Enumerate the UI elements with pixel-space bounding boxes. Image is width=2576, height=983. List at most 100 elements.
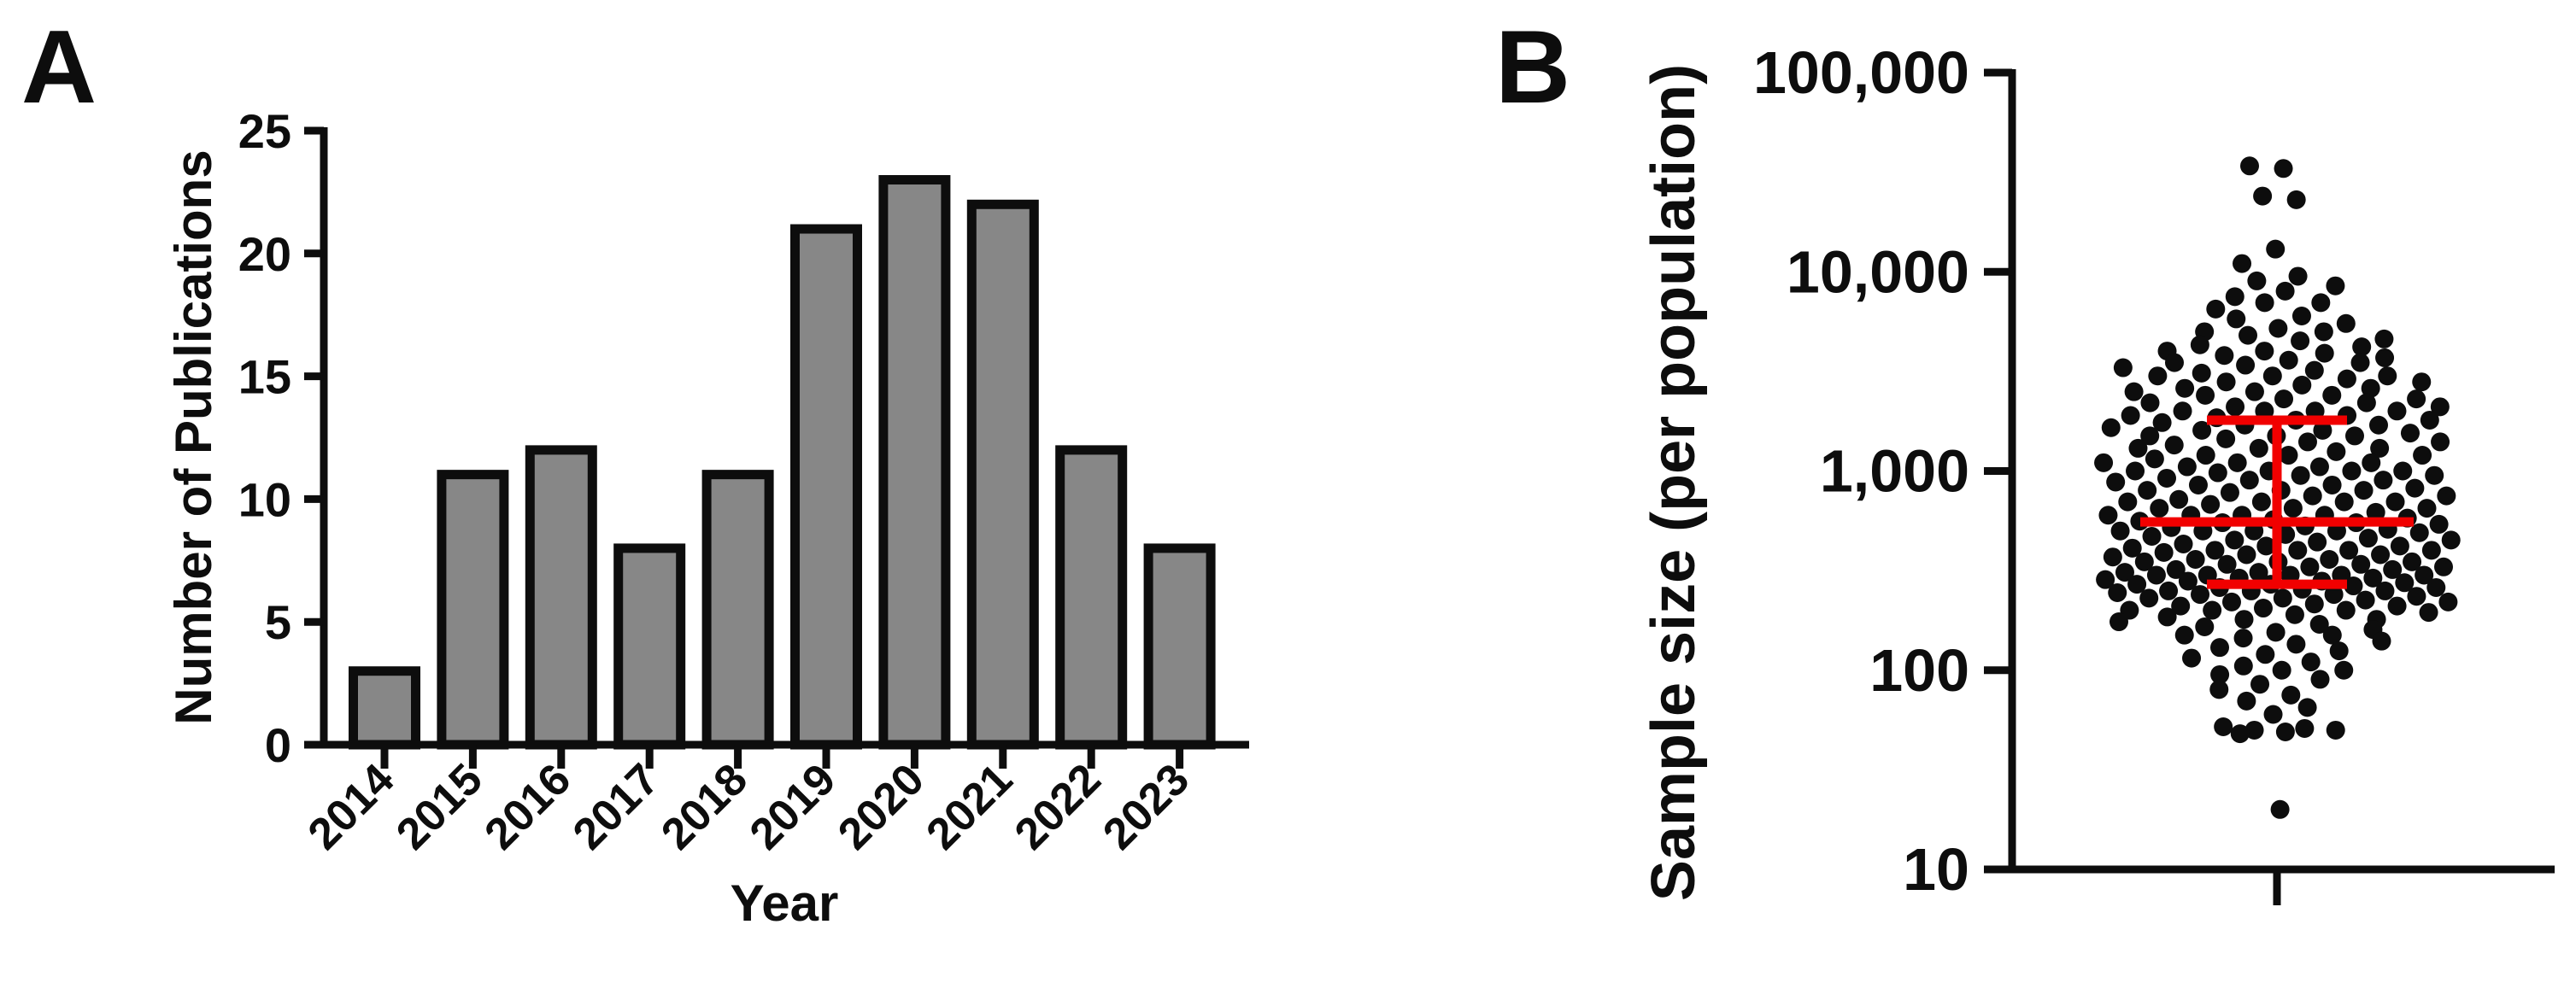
data-dot xyxy=(2301,652,2321,672)
data-dot xyxy=(2350,353,2370,372)
data-dot xyxy=(2110,521,2130,541)
data-dot xyxy=(2286,635,2306,654)
x-tick-label: 2016 xyxy=(475,754,580,859)
data-dot xyxy=(2295,718,2315,738)
data-dot xyxy=(2239,471,2259,490)
data-dot xyxy=(2152,413,2172,432)
data-dot xyxy=(2420,410,2439,430)
data-dot xyxy=(2115,563,2134,582)
data-dot xyxy=(2237,691,2256,711)
data-dot xyxy=(2431,432,2450,452)
bar-2023 xyxy=(1143,543,1216,750)
data-dot xyxy=(2387,596,2407,616)
data-dot xyxy=(2101,418,2121,437)
data-dot xyxy=(2421,541,2441,560)
data-dot xyxy=(2375,348,2395,367)
data-dot xyxy=(2174,534,2193,553)
data-dot xyxy=(2304,360,2324,380)
data-dot xyxy=(2171,596,2191,616)
data-dot xyxy=(2122,538,2142,558)
data-dot xyxy=(2417,499,2437,518)
bar-2021 xyxy=(966,199,1039,750)
data-dot xyxy=(2173,401,2192,421)
data-dot xyxy=(2233,629,2253,648)
data-dot xyxy=(2098,506,2118,525)
data-dot xyxy=(2342,461,2362,481)
y-tick-label: 20 xyxy=(238,227,291,281)
data-dot xyxy=(2249,563,2268,582)
data-dot xyxy=(2326,276,2345,295)
data-dot xyxy=(2201,494,2221,514)
data-dot xyxy=(2310,670,2330,689)
data-dot xyxy=(2127,575,2147,594)
data-dot xyxy=(2244,382,2264,401)
data-dot xyxy=(2178,571,2198,591)
data-dot xyxy=(2233,656,2253,676)
data-dot xyxy=(2164,436,2184,455)
data-dot xyxy=(2227,309,2246,329)
data-dot xyxy=(2174,625,2194,645)
data-dot xyxy=(2409,523,2429,542)
data-dot xyxy=(2368,415,2388,435)
data-dot xyxy=(2336,600,2356,620)
data-dot xyxy=(2385,492,2405,512)
y-tick-label: 5 xyxy=(265,595,291,649)
data-dot xyxy=(2256,536,2276,556)
data-dot xyxy=(2413,446,2432,465)
data-dot xyxy=(2275,281,2295,301)
data-dot xyxy=(2383,559,2403,579)
data-dot xyxy=(2366,502,2385,522)
data-dot xyxy=(2225,530,2244,550)
bar-2018 xyxy=(701,470,774,750)
data-dot xyxy=(2334,492,2354,512)
data-dot xyxy=(2126,461,2145,481)
data-dot xyxy=(2300,557,2320,576)
data-dot xyxy=(2279,350,2298,370)
data-dot xyxy=(2249,438,2268,458)
data-dot xyxy=(2195,617,2215,637)
data-dot xyxy=(2322,385,2342,405)
data-dot xyxy=(2329,641,2349,661)
data-dot xyxy=(2196,385,2215,405)
data-dot xyxy=(2096,570,2115,589)
y-tick-label: 100,000 xyxy=(1753,39,1969,106)
data-dot xyxy=(2106,472,2126,492)
y-tick-label: 10 xyxy=(1903,836,1969,903)
data-dot xyxy=(2139,588,2159,608)
y-tick-label: 15 xyxy=(238,350,291,404)
data-dot xyxy=(2292,375,2312,395)
data-dot xyxy=(2225,287,2244,307)
data-dot xyxy=(2274,159,2293,178)
data-dot xyxy=(2403,552,2422,571)
data-dot xyxy=(2387,401,2407,421)
data-dot xyxy=(2275,723,2295,742)
data-dot xyxy=(2159,581,2179,600)
data-dot xyxy=(2395,573,2415,593)
data-dot xyxy=(2375,581,2395,600)
data-dot xyxy=(2438,592,2458,611)
data-dot xyxy=(2390,536,2409,556)
data-dot xyxy=(2138,481,2157,500)
data-dot xyxy=(2164,353,2184,372)
data-dot xyxy=(2244,720,2264,740)
data-dot xyxy=(2262,366,2282,386)
data-dot xyxy=(2216,429,2236,448)
data-dot xyxy=(2263,705,2283,724)
bar-2022 xyxy=(1055,445,1128,750)
data-dot xyxy=(2216,372,2236,392)
data-dot xyxy=(2221,592,2241,611)
data-dot xyxy=(2358,529,2378,548)
data-dot xyxy=(2250,675,2270,694)
data-dot xyxy=(2110,612,2129,632)
data-dot xyxy=(2433,557,2453,576)
data-dot xyxy=(2214,717,2233,736)
data-dot xyxy=(2361,378,2380,398)
data-dot xyxy=(2217,554,2237,574)
data-dot xyxy=(2118,492,2138,512)
data-dot xyxy=(2266,623,2286,642)
bar-2016 xyxy=(525,445,597,750)
data-dot xyxy=(2166,559,2186,579)
data-dot xyxy=(2208,463,2227,483)
data-dot xyxy=(2412,372,2432,392)
data-dot xyxy=(2140,426,2160,446)
